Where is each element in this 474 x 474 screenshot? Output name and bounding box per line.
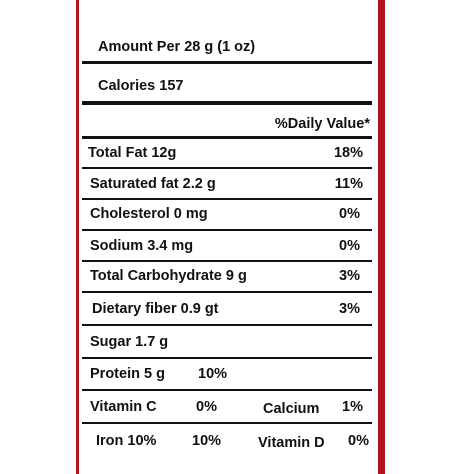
nutrient-dv: 0% [339,206,360,222]
nutrient-dv: 0% [339,238,360,254]
vitamin-label: Vitamin C [90,399,157,415]
rule [82,61,372,64]
rule [82,260,372,262]
nutrient-dv: 11% [334,176,363,192]
nutrient-label: Cholesterol 0 mg [90,206,208,222]
protein-label: Protein 5 g [90,366,165,382]
rule [82,229,372,231]
border-right [378,0,385,474]
nutrient-label: Total Fat 12g [88,145,177,161]
rule [82,324,372,326]
vitamin-label: Vitamin D [258,435,325,451]
serving: Amount Per 28 g (1 oz) [98,39,256,55]
nutrient-label: Total Carbohydrate 9 g [90,268,247,284]
border-left [76,0,79,474]
vitamin-dv: 0% [196,399,217,415]
vitamin-label: Calcium [263,401,320,417]
protein-dv: 10% [198,366,228,382]
nutrient-dv: 3% [339,301,360,317]
nutrient-label: Dietary fiber 0.9 gt [92,301,219,317]
nutrient-dv: 3% [339,268,360,284]
nutrient-label: Sugar 1.7 g [90,334,169,350]
rule [82,167,372,169]
rule [82,198,372,200]
rule [82,422,372,424]
vitamin-dv: 0% [348,433,369,449]
rule [82,291,372,293]
calories: Calories 157 [98,78,184,94]
vitamin-label: Iron 10% [96,433,157,449]
rule [82,357,372,359]
nutrient-label: Sodium 3.4 mg [90,238,194,254]
rule [82,136,372,139]
rule [82,101,372,105]
vitamin-dv: 10% [192,433,222,449]
rule [82,389,372,391]
vitamin-dv: 1% [342,399,363,415]
nutrient-label: Saturated fat 2.2 g [90,176,216,192]
nutrient-dv: 18% [333,145,363,161]
dv-heading: %Daily Value* [274,116,370,132]
